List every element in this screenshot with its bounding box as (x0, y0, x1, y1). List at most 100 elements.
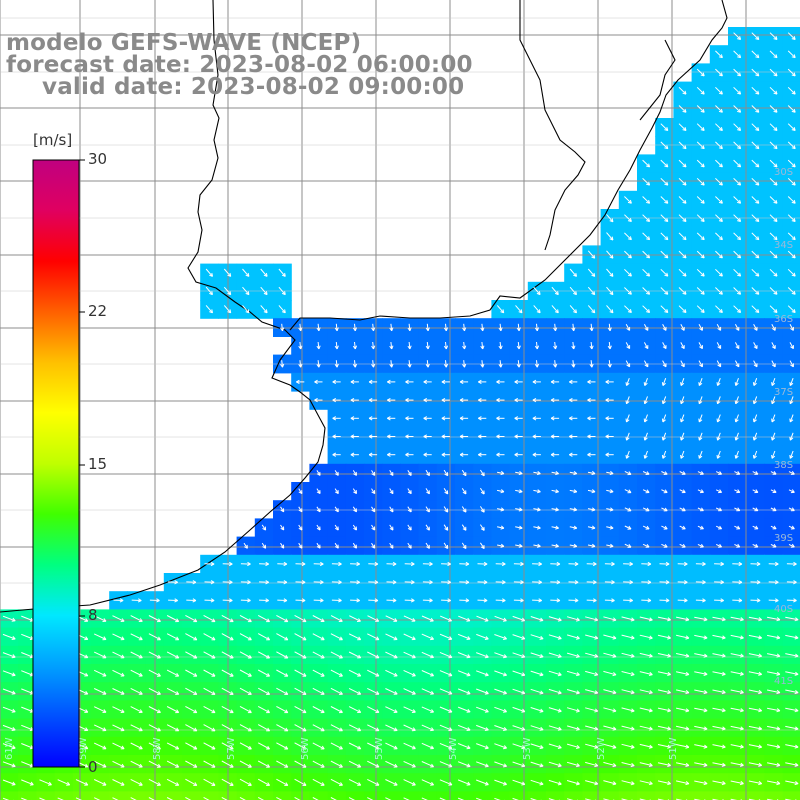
wind-arrow (494, 688, 507, 695)
wind-arrow (624, 214, 632, 222)
wind-arrow (332, 379, 341, 385)
wind-arrow (2, 652, 16, 659)
wind-arrow (352, 506, 357, 513)
wind-arrow (425, 323, 430, 332)
wind-arrow (657, 689, 671, 695)
wind-arrow (787, 305, 796, 313)
wind-arrow (769, 305, 778, 313)
wind-arrow (696, 268, 705, 277)
wind-arrow (457, 761, 471, 768)
wind-arrow (221, 633, 234, 641)
wind-arrow (239, 633, 252, 641)
wind-arrow (607, 323, 612, 332)
wind-arrow (457, 779, 471, 786)
wind-arrow (280, 542, 285, 549)
wind-arrow (623, 561, 633, 567)
wind-arrow (385, 779, 398, 786)
longitude-label: 53W (522, 737, 533, 760)
wind-arrow (551, 525, 559, 530)
wind-arrow (550, 580, 561, 585)
wind-arrow (551, 305, 559, 314)
wind-arrow (93, 688, 107, 695)
wind-arrow (352, 488, 357, 495)
wind-arrow (334, 524, 339, 531)
wind-arrow (476, 743, 489, 750)
wind-arrow (387, 434, 396, 439)
wind-arrow (203, 669, 216, 677)
wind-arrow (368, 397, 378, 403)
wind-arrow (330, 687, 343, 695)
wind-arrow (314, 379, 323, 385)
wind-arrow (787, 196, 796, 204)
wind-arrow (459, 561, 470, 567)
wind-arrow (680, 450, 685, 459)
wind-arrow (789, 360, 794, 368)
wind-arrow (752, 543, 759, 548)
wind-arrow (348, 797, 356, 800)
wind-arrow (494, 797, 505, 800)
wind-arrow (277, 561, 288, 567)
wind-arrow (698, 342, 703, 350)
wind-arrow (2, 724, 16, 731)
wind-arrow (569, 452, 578, 457)
wind-arrow (603, 634, 617, 640)
wind-arrow (259, 598, 269, 603)
wind-arrow (621, 634, 635, 640)
wind-arrow (586, 598, 597, 603)
wind-arrow (587, 250, 596, 259)
wind-arrow (239, 760, 252, 768)
wind-arrow (753, 360, 758, 368)
wind-arrow (331, 561, 342, 567)
wind-arrow (334, 360, 339, 368)
wind-arrow (548, 761, 562, 768)
wind-arrow (661, 507, 668, 512)
wind-arrow (771, 450, 776, 459)
wind-arrow (425, 341, 430, 350)
wind-arrow (751, 287, 760, 295)
wind-arrow (494, 779, 507, 786)
wind-arrow (787, 159, 796, 168)
wind-arrow (496, 543, 505, 548)
wind-arrow (788, 489, 795, 494)
wind-arrow (675, 671, 690, 676)
wind-arrow (624, 232, 632, 241)
wind-arrow (785, 616, 799, 622)
wind-arrow (785, 689, 799, 695)
wind-arrow (698, 450, 703, 459)
wind-arrow (748, 689, 763, 695)
wind-arrow (185, 705, 198, 714)
wind-arrow (657, 671, 671, 676)
wind-arrow (639, 725, 653, 731)
wind-arrow (389, 341, 394, 350)
wind-arrow (476, 670, 489, 677)
wind-arrow (734, 543, 741, 548)
wind-arrow (785, 762, 799, 767)
wind-arrow (625, 378, 630, 386)
wind-arrow (441, 379, 450, 385)
wind-arrow (2, 706, 16, 713)
wind-arrow (280, 323, 285, 332)
wind-arrow (439, 742, 453, 750)
wind-arrow (295, 598, 306, 603)
wind-arrow (621, 707, 635, 713)
wind-arrow (166, 633, 180, 641)
wind-arrow (569, 434, 578, 439)
wind-arrow (603, 798, 615, 800)
wind-arrow (715, 86, 723, 95)
wind-arrow (352, 323, 358, 332)
wind-arrow (476, 779, 489, 786)
wind-arrow (767, 744, 781, 749)
wind-arrow (769, 196, 778, 204)
wind-arrow (257, 796, 265, 800)
wind-arrow (734, 342, 740, 350)
wind-arrow (443, 488, 449, 495)
wind-arrow (316, 488, 321, 495)
wind-arrow (149, 598, 160, 603)
wind-arrow (494, 670, 507, 677)
wind-arrow (639, 707, 653, 713)
wind-arrow (679, 489, 686, 494)
wind-arrow (439, 797, 451, 800)
wind-arrow (605, 434, 614, 439)
wind-arrow (221, 796, 228, 800)
wind-arrow (715, 489, 723, 494)
